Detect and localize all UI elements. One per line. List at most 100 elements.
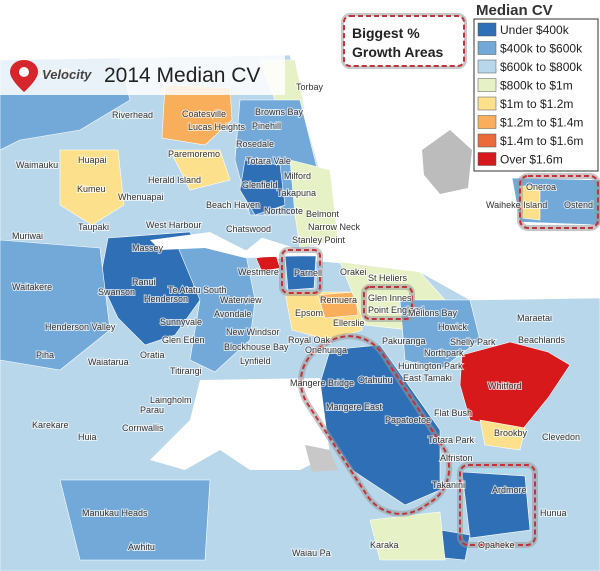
place-label: Waiheke Island <box>486 200 547 210</box>
waitemata <box>150 232 300 258</box>
place-label: Laingholm <box>150 395 192 405</box>
region <box>59 479 211 561</box>
place-label: Northcote <box>264 206 303 216</box>
place-label: Beachlands <box>518 335 566 345</box>
place-label: Parau <box>140 405 164 415</box>
place-label: Totara Vale <box>246 156 291 166</box>
place-label: Papatoetoe <box>385 415 431 425</box>
place-label: Whenuapai <box>118 192 164 202</box>
place-label: Orakei <box>340 267 367 277</box>
place-label: Huntington Park <box>398 361 463 371</box>
growth-areas <box>279 173 600 548</box>
place-label: Henderson Valley <box>45 322 116 332</box>
place-label: Narrow Neck <box>308 222 361 232</box>
place-label: Pinehill <box>252 121 281 131</box>
place-label: Waitakere <box>12 282 52 292</box>
legend-title: Median CV <box>476 2 553 19</box>
place-label: Remuera <box>320 295 357 305</box>
land <box>0 54 600 571</box>
callout-box <box>343 15 465 67</box>
legend-label: $1m to $1.2m <box>500 97 573 111</box>
legend-swatch <box>477 59 497 74</box>
legend-label: $600k to $800k <box>500 60 583 74</box>
region <box>399 299 481 371</box>
place-label: Avondale <box>214 309 251 319</box>
place-label: Waterview <box>220 295 262 305</box>
place-label: Mellons Bay <box>408 308 458 318</box>
place-label: Parnell <box>294 268 322 278</box>
place-label: Flat Bush <box>434 408 472 418</box>
place-label: Waiatarua <box>88 357 129 367</box>
place-label: New Windsor <box>226 327 280 337</box>
legend-label: $800k to $1m <box>500 79 573 93</box>
place-label: Henderson <box>144 294 188 304</box>
place-label: Glen Eden <box>162 335 205 345</box>
legend-label: Under $400k <box>500 23 570 37</box>
place-label: Pakuranga <box>382 336 426 346</box>
place-label: Swanson <box>98 287 135 297</box>
place-label: Sunnyvale <box>160 317 202 327</box>
region <box>0 239 111 371</box>
place-label: Maraetai <box>517 313 552 323</box>
place-label: Howick <box>438 322 468 332</box>
place-label: Waiau Pa <box>292 548 331 558</box>
place-label: Shelly Park <box>450 337 496 347</box>
place-label: Taupaki <box>78 222 109 232</box>
place-label: Browns Bay <box>255 107 304 117</box>
place-label: Mangere East <box>326 402 383 412</box>
place-label: Opaheke <box>478 540 515 550</box>
place-label: Ranui <box>132 277 156 287</box>
region <box>461 471 531 539</box>
region <box>317 291 359 319</box>
region <box>459 341 571 431</box>
place-label: Mangere Bridge <box>290 378 354 388</box>
place-label: Oneroa <box>526 182 556 192</box>
place-label: Titirangi <box>170 366 202 376</box>
region <box>239 159 286 216</box>
region <box>174 239 256 373</box>
place-label: Oratia <box>140 350 165 360</box>
place-label: Huia <box>78 432 97 442</box>
region <box>284 255 317 291</box>
place-label: Royal Oak <box>288 335 331 345</box>
place-label: Lucas Heights <box>188 122 246 132</box>
map-title: 2014 Median CV <box>104 64 260 87</box>
place-label: Alfriston <box>440 453 473 463</box>
place-label: Otahuhu <box>358 375 393 385</box>
place-label: Takanini <box>432 480 465 490</box>
region <box>369 511 446 561</box>
growth-area <box>363 286 413 320</box>
place-label: Kumeu <box>77 184 106 194</box>
legend-swatch <box>477 41 497 55</box>
legend-swatch <box>477 78 497 92</box>
place-label: Herald Island <box>148 175 201 185</box>
region <box>289 159 339 249</box>
legend-swatch <box>477 115 497 129</box>
place-label: Chatswood <box>226 224 271 234</box>
brand: Velocity <box>42 67 92 82</box>
growth-area <box>299 335 451 515</box>
place-label: Te Atatu South <box>168 285 227 295</box>
place-label: Totara Park <box>428 435 475 445</box>
legend-swatch <box>477 133 497 148</box>
place-label: Takapuna <box>277 188 316 198</box>
place-label: Glenfield <box>242 180 278 190</box>
place-label: Clevedon <box>542 432 580 442</box>
region <box>169 149 231 191</box>
title-bar <box>0 55 285 95</box>
place-label: Brookby <box>494 428 528 438</box>
place-label: West Harbour <box>146 220 201 230</box>
legend-label: $400k to $600k <box>500 42 583 56</box>
place-label: Westmere <box>238 267 279 277</box>
place-label: Belmont <box>306 209 340 219</box>
place-label: Whitford <box>488 381 522 391</box>
place-label: Awhitu <box>128 542 155 552</box>
place-label: Blockhouse Bay <box>224 342 289 352</box>
place-label: Glen Innes <box>368 293 412 303</box>
place-label: Huapai <box>78 155 107 165</box>
growth-area <box>281 249 321 294</box>
place-label: St Heliers <box>368 273 408 283</box>
place-label: Point England <box>368 305 424 315</box>
place-label: Ardmore <box>492 485 527 495</box>
